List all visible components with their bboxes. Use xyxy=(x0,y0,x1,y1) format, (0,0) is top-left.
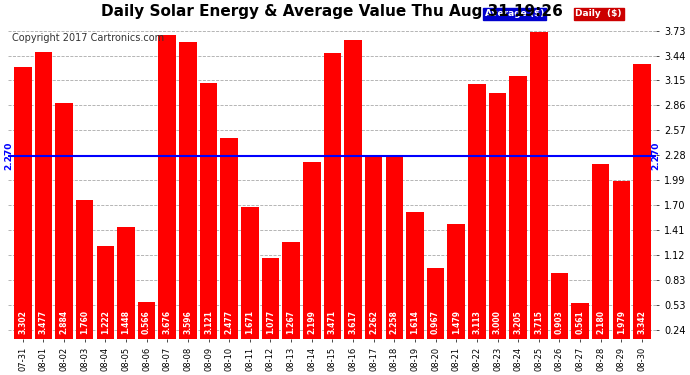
Bar xyxy=(530,32,548,351)
Bar xyxy=(200,83,217,351)
Text: 2.258: 2.258 xyxy=(390,310,399,334)
Text: 3.342: 3.342 xyxy=(638,310,647,334)
Bar xyxy=(138,302,155,351)
Text: 1.077: 1.077 xyxy=(266,310,275,334)
Text: 3.302: 3.302 xyxy=(18,310,28,334)
Bar xyxy=(551,273,568,351)
Text: 1.671: 1.671 xyxy=(246,310,255,334)
Bar xyxy=(97,246,114,351)
Text: 0.903: 0.903 xyxy=(555,310,564,334)
Bar xyxy=(365,157,382,351)
Text: 1.760: 1.760 xyxy=(80,310,89,334)
Text: 3.715: 3.715 xyxy=(534,310,543,334)
Bar xyxy=(324,53,341,351)
Bar xyxy=(592,164,609,351)
Text: 3.113: 3.113 xyxy=(473,310,482,334)
Bar xyxy=(344,40,362,351)
Bar xyxy=(489,93,506,351)
Bar xyxy=(241,207,259,351)
Bar xyxy=(117,226,135,351)
Bar xyxy=(159,35,176,351)
Text: 3.617: 3.617 xyxy=(348,310,357,334)
Text: 0.566: 0.566 xyxy=(142,310,151,334)
Text: Copyright 2017 Cartronics.com: Copyright 2017 Cartronics.com xyxy=(12,33,164,43)
Text: 3.471: 3.471 xyxy=(328,310,337,334)
Bar xyxy=(262,258,279,351)
Text: 0.967: 0.967 xyxy=(431,310,440,334)
Bar xyxy=(427,268,444,351)
Bar xyxy=(179,42,197,351)
Text: 1.267: 1.267 xyxy=(286,310,295,334)
Text: 2.270: 2.270 xyxy=(4,142,13,170)
Text: 3.676: 3.676 xyxy=(163,310,172,334)
Bar xyxy=(468,84,486,351)
Text: Average ($): Average ($) xyxy=(484,9,544,18)
Text: 1.222: 1.222 xyxy=(101,310,110,334)
Text: 3.121: 3.121 xyxy=(204,310,213,334)
Text: 2.262: 2.262 xyxy=(369,310,378,334)
Text: 1.448: 1.448 xyxy=(121,310,130,334)
Bar xyxy=(406,212,424,351)
Text: 3.205: 3.205 xyxy=(513,310,522,334)
Text: 2.180: 2.180 xyxy=(596,310,605,334)
Bar xyxy=(633,64,651,351)
Title: Daily Solar Energy & Average Value Thu Aug 31 19:26: Daily Solar Energy & Average Value Thu A… xyxy=(101,4,563,19)
Bar xyxy=(447,224,465,351)
Text: 1.614: 1.614 xyxy=(411,310,420,334)
Bar xyxy=(76,200,93,351)
Bar xyxy=(303,162,321,351)
Text: 2.884: 2.884 xyxy=(59,310,68,334)
Text: 3.596: 3.596 xyxy=(184,310,193,334)
Text: 2.477: 2.477 xyxy=(225,310,234,334)
Bar xyxy=(14,68,32,351)
Bar xyxy=(34,53,52,351)
Text: 1.479: 1.479 xyxy=(452,310,461,334)
Bar xyxy=(55,103,73,351)
Text: 1.979: 1.979 xyxy=(617,310,626,334)
Text: 3.000: 3.000 xyxy=(493,310,502,334)
Bar xyxy=(386,157,403,351)
Text: 0.561: 0.561 xyxy=(575,310,584,334)
Bar xyxy=(571,303,589,351)
Bar xyxy=(613,181,630,351)
Bar xyxy=(220,138,238,351)
Text: 2.199: 2.199 xyxy=(307,310,316,334)
Text: 3.477: 3.477 xyxy=(39,310,48,334)
Text: 2.270: 2.270 xyxy=(651,142,660,170)
Text: Daily  ($): Daily ($) xyxy=(575,9,622,18)
Bar xyxy=(509,76,527,351)
Bar xyxy=(282,242,300,351)
